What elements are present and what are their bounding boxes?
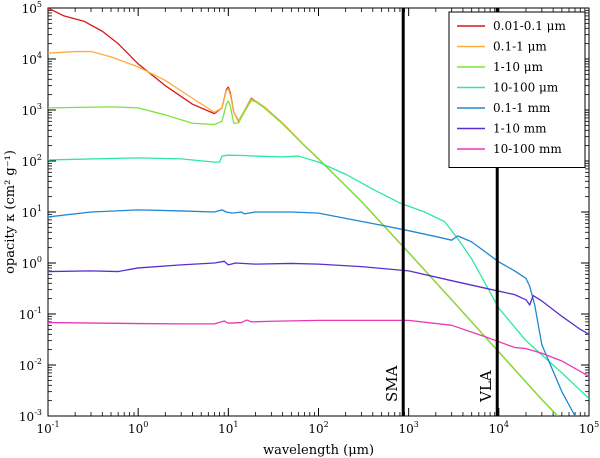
x-tick-label: 103 bbox=[398, 420, 418, 436]
y-tick-label: 103 bbox=[22, 102, 42, 118]
sma-label: SMA bbox=[383, 365, 401, 402]
legend-label: 1-10 mm bbox=[493, 122, 547, 136]
y-tick-label: 101 bbox=[22, 204, 42, 220]
legend: 0.01-0.1 μm 0.1-1 μm 1-10 μm 10-100 μm 0.1-1… bbox=[448, 11, 586, 168]
x-tick-label: 10-1 bbox=[36, 420, 59, 436]
x-tick-label: 100 bbox=[128, 420, 148, 436]
series-line-7 bbox=[48, 319, 589, 377]
series-line-3 bbox=[48, 99, 559, 416]
y-tick-label: 105 bbox=[22, 0, 42, 16]
legend-label: 10-100 mm bbox=[493, 142, 562, 156]
series-line-5 bbox=[48, 209, 576, 416]
legend-label: 0.1-1 mm bbox=[493, 101, 551, 115]
legend-label: 10-100 μm bbox=[493, 81, 559, 95]
legend-box bbox=[448, 11, 586, 168]
series-line-6 bbox=[48, 260, 589, 335]
y-axis-label: opacity κ (cm² g⁻¹) bbox=[3, 150, 18, 274]
x-tick-label: 105 bbox=[579, 420, 599, 436]
y-tick-label: 104 bbox=[22, 51, 42, 67]
legend-label: 0.1-1 μm bbox=[493, 40, 547, 54]
x-tick-label: 104 bbox=[489, 420, 509, 436]
x-tick-label: 101 bbox=[218, 420, 238, 436]
series-line-4 bbox=[48, 154, 589, 400]
y-tick-label: 102 bbox=[22, 153, 42, 169]
x-tick-label: 102 bbox=[308, 420, 328, 436]
vla-label: VLA bbox=[477, 370, 495, 403]
legend-label: 0.01-0.1 μm bbox=[493, 19, 566, 33]
legend-label: 1-10 μm bbox=[493, 60, 544, 74]
y-tick-label: 10-2 bbox=[19, 357, 42, 373]
y-tick-label: 10-1 bbox=[19, 306, 42, 322]
y-tick-label: 100 bbox=[22, 255, 42, 271]
x-axis-label: wavelength (μm) bbox=[263, 443, 374, 458]
y-tick-label: 10-3 bbox=[19, 408, 42, 424]
